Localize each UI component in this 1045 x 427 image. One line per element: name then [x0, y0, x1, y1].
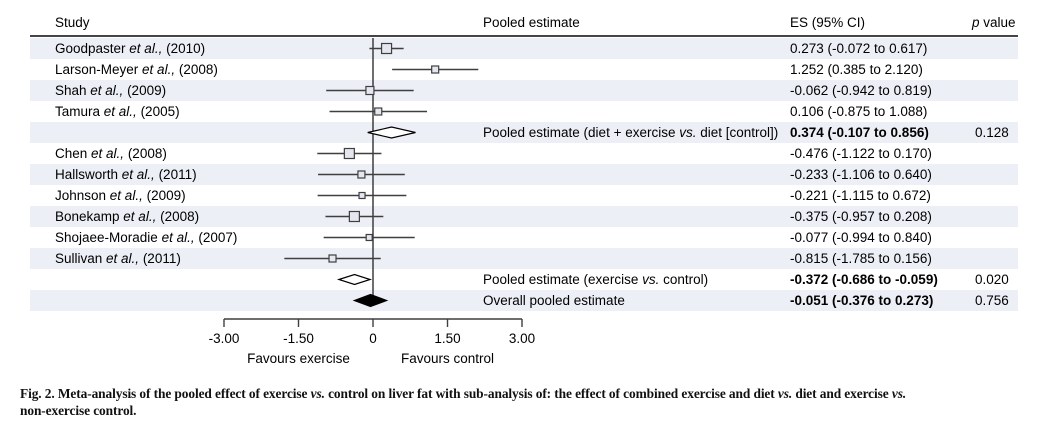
study-label: Shah et al., (2009): [55, 83, 167, 98]
es-ci-value: 0.106 (-0.875 to 1.088): [790, 104, 928, 119]
study-label: Tamura et al., (2005): [55, 104, 180, 119]
es-ci-value: 1.252 (0.385 to 2.120): [790, 62, 923, 77]
caption-text: vs.: [777, 386, 793, 401]
x-tick-label: -1.50: [283, 331, 314, 346]
x-tick-label: 0: [369, 331, 377, 346]
pooled-estimate-label: Overall pooled estimate: [483, 293, 625, 308]
study-row: Bonekamp et al., (2008) -0.375 (-0.957 to…: [30, 206, 1018, 227]
study-row: Johnson et al., (2009) -0.221 (-1.115 to …: [30, 185, 1018, 206]
caption-text: Fig. 2. Meta-analysis of the pooled effe…: [20, 386, 311, 401]
study-label: Chen et al., (2008): [55, 146, 167, 161]
es-ci-value: -0.062 (-0.942 to 0.819): [790, 83, 932, 98]
study-label: Goodpaster et al., (2010): [55, 41, 206, 56]
x-tick-label: 1.50: [434, 331, 460, 346]
caption-text: vs.: [891, 386, 907, 401]
study-row: Tamura et al., (2005) 0.106 (-0.875 to 1.…: [30, 101, 1018, 122]
pooled-estimate-label: Pooled estimate (diet + exercise vs. die…: [483, 125, 779, 140]
x-tick-label: -3.00: [209, 331, 240, 346]
pvalue-header-value: value: [979, 15, 1016, 30]
caption-text: control on liver fat with sub-analysis o…: [324, 386, 778, 401]
pooled-row: Pooled estimate (diet + exercise vs. die…: [30, 122, 1018, 143]
figure-caption: Fig. 2. Meta-analysis of the pooled effe…: [20, 386, 1030, 419]
es-ci-value: -0.051 (-0.376 to 0.273): [790, 293, 934, 308]
es-ci-value: -0.476 (-1.122 to 0.170): [790, 146, 932, 161]
es-ci-value: -0.077 (-0.994 to 0.840): [790, 230, 932, 245]
study-row: Larson-Meyer et al., (2008) 1.252 (0.385 …: [30, 59, 1018, 80]
p-value: 0.128: [975, 125, 1009, 140]
p-value: 0.020: [975, 272, 1009, 287]
caption-text: diet and exercise: [792, 386, 892, 401]
study-label: Sullivan et al., (2011): [55, 251, 181, 266]
es-ci-value: -0.233 (-1.106 to 0.640): [790, 167, 932, 182]
caption-text: vs.: [310, 386, 325, 401]
study-label: Shojaee-Moradie et al., (2007): [55, 230, 238, 245]
es-ci-value: 0.374 (-0.107 to 0.856): [790, 125, 929, 140]
favours-right-label: Favours control: [401, 351, 494, 366]
pooled-row: Pooled estimate (exercise vs. control) -0…: [30, 269, 1018, 290]
column-header-pvalue: p value: [972, 13, 1016, 33]
favours-left-label: Favours exercise: [247, 351, 350, 366]
study-row: Sullivan et al., (2011) -0.815 (-1.785 to…: [30, 248, 1018, 269]
es-ci-value: -0.372 (-0.686 to -0.059): [790, 272, 938, 287]
pooled-row: Overall pooled estimate -0.051 (-0.376 to…: [30, 290, 1018, 311]
study-row: Goodpaster et al., (2010) 0.273 (-0.072 t…: [30, 38, 1018, 59]
study-row: Shojaee-Moradie et al., (2007) -0.077 (-0…: [30, 227, 1018, 248]
study-label: Johnson et al., (2009): [55, 188, 186, 203]
study-row: Shah et al., (2009) -0.062 (-0.942 to 0.8…: [30, 80, 1018, 101]
es-ci-value: -0.221 (-1.115 to 0.672): [790, 188, 931, 203]
study-row: Chen et al., (2008) -0.476 (-1.122 to 0.1…: [30, 143, 1018, 164]
caption-text: non-exercise control.: [20, 402, 137, 418]
column-header-pooled: Pooled estimate: [483, 15, 580, 30]
study-label: Bonekamp et al., (2008): [55, 209, 200, 224]
es-ci-value: -0.815 (-1.785 to 0.156): [790, 251, 932, 266]
study-label: Larson-Meyer et al., (2008): [55, 62, 218, 77]
study-label: Hallsworth et al., (2011): [55, 167, 197, 182]
x-tick-label: 3.00: [509, 331, 535, 346]
column-header-study: Study: [55, 15, 90, 30]
p-value: 0.756: [975, 293, 1009, 308]
study-row: Hallsworth et al., (2011) -0.233 (-1.106 …: [30, 164, 1018, 185]
header-rule: [30, 35, 1018, 37]
es-ci-value: -0.375 (-0.957 to 0.208): [790, 209, 932, 224]
column-header-es: ES (95% CI): [790, 15, 866, 30]
pvalue-header-p: p: [972, 15, 980, 30]
es-ci-value: 0.273 (-0.072 to 0.617): [790, 41, 928, 56]
pooled-estimate-label: Pooled estimate (exercise vs. control): [483, 272, 709, 287]
